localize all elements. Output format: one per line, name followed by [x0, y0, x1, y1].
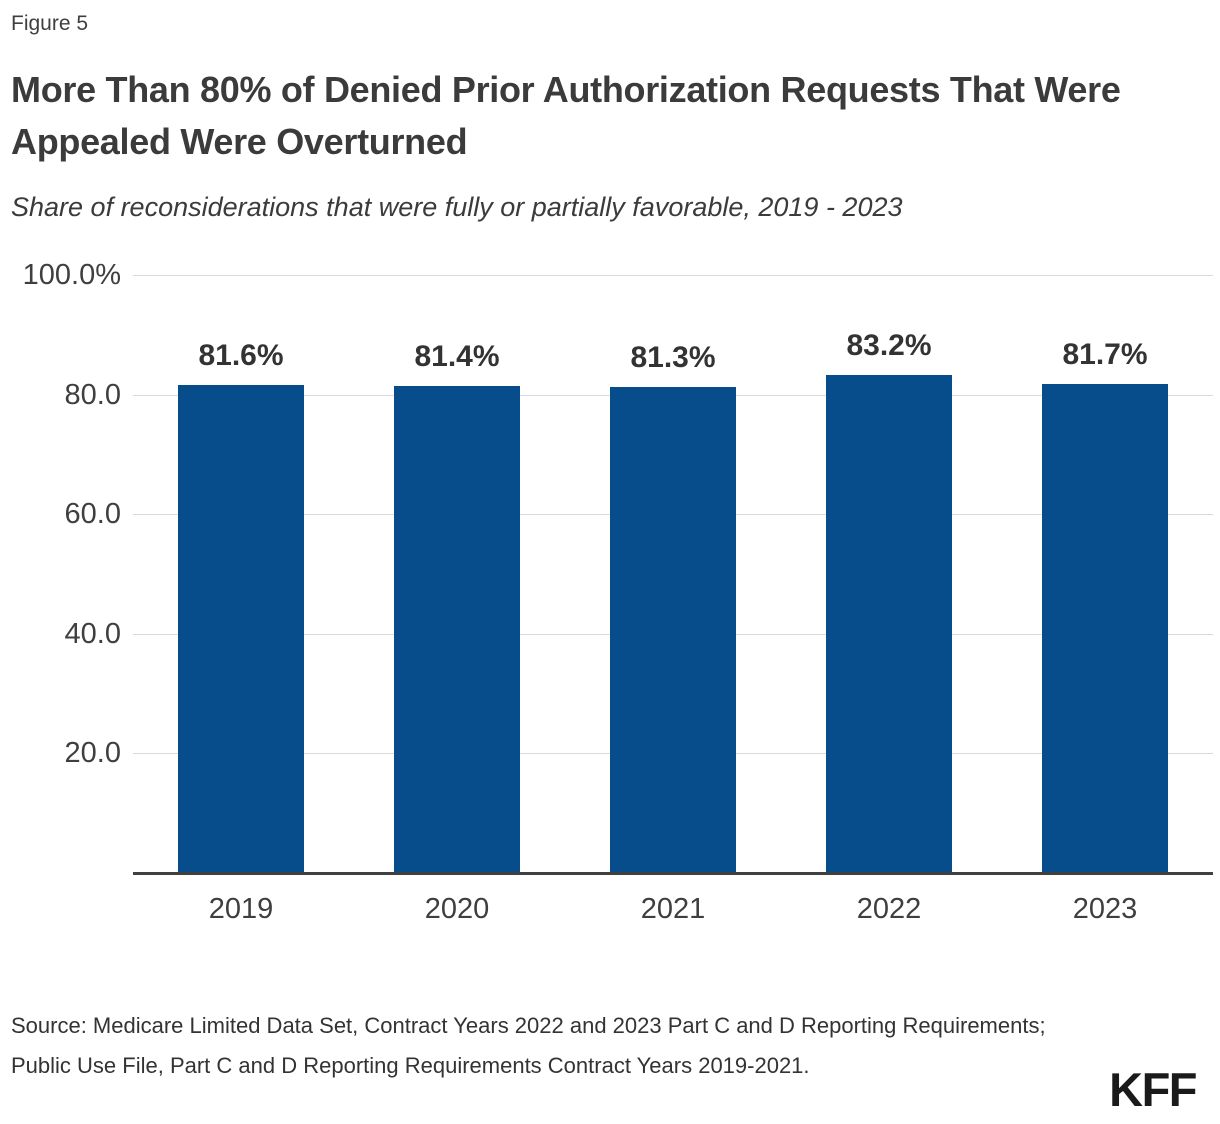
x-axis-label: 2021: [640, 893, 706, 925]
y-axis-label: 100.0%: [22, 259, 121, 291]
y-axis-label: 40.0: [64, 617, 121, 650]
bar: [394, 386, 520, 873]
x-axis-line: [133, 872, 1213, 875]
bar: [826, 375, 952, 873]
bar-value-label: 81.3%: [630, 340, 716, 374]
bar-band: 81.3%: [565, 275, 781, 873]
bar: [178, 385, 304, 873]
bar: [610, 386, 736, 873]
source-note: Source: Medicare Limited Data Set, Contr…: [11, 1013, 1046, 1078]
bar-band: 83.2%: [781, 275, 997, 873]
kff-logo: KFF: [1109, 1063, 1197, 1116]
x-axis-label: 2020: [424, 893, 490, 925]
bar-value-label: 81.7%: [1062, 338, 1148, 372]
bar-band: 81.6%: [133, 275, 349, 873]
chart-title: More Than 80% of Denied Prior Authorizat…: [11, 69, 1121, 163]
bar-value-label: 81.6%: [198, 339, 284, 373]
x-axis-label: 2019: [208, 893, 274, 925]
bar-value-label: 83.2%: [846, 329, 932, 363]
y-axis-label: 60.0: [64, 498, 121, 531]
bar-band: 81.4%: [349, 275, 565, 873]
y-axis-label: 80.0: [64, 378, 121, 411]
chart-subtitle: Share of reconsiderations that were full…: [11, 192, 903, 222]
figure-label: Figure 5: [11, 12, 89, 35]
bar: [1042, 384, 1168, 873]
plot-area: 81.6% 81.4% 81.3% 83.2% 81.7%: [133, 275, 1213, 875]
x-axis-label: 2022: [856, 893, 922, 925]
gridline: [133, 275, 1213, 276]
x-axis-label: 2023: [1072, 893, 1138, 925]
y-axis-label: 20.0: [64, 737, 121, 770]
bar-chart: 81.6% 81.4% 81.3% 83.2% 81.7% 100.0% 80.0 60.0…: [0, 259, 1220, 935]
bar-value-label: 81.4%: [414, 340, 500, 374]
bar-band: 81.7%: [997, 275, 1213, 873]
